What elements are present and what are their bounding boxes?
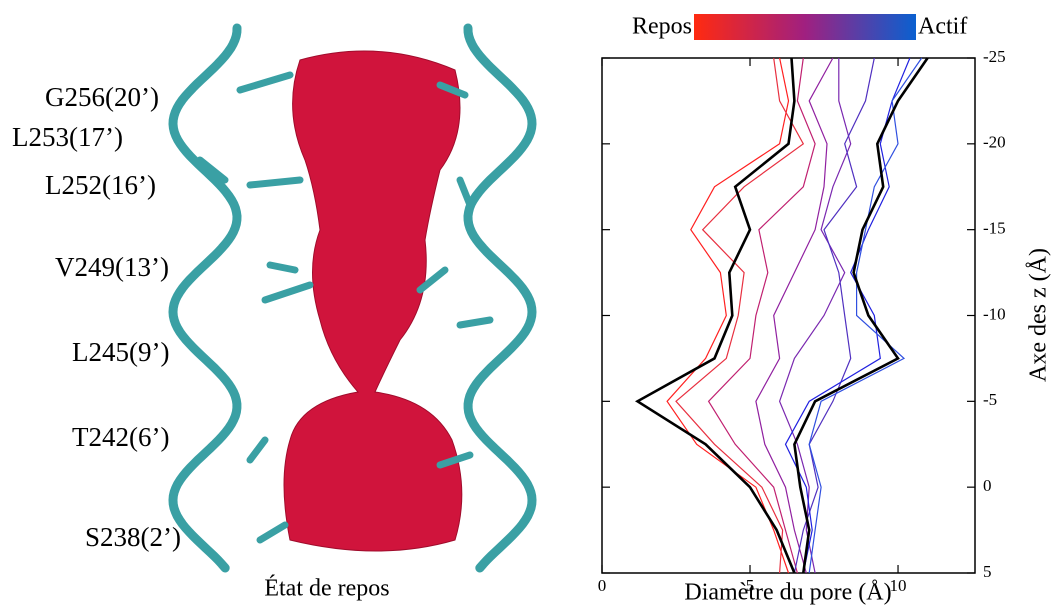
- side-chain: [436, 81, 469, 99]
- profile-line: [808, 57, 923, 574]
- side-chain: [266, 261, 299, 274]
- side-chain: [246, 436, 269, 464]
- pore-image: [168, 23, 537, 573]
- profile-line: [707, 57, 816, 574]
- colorbar-left-label: Repos: [632, 14, 692, 40]
- x-axis-label: Diamètre du pore (Å): [684, 580, 891, 606]
- colorbar: [694, 14, 916, 40]
- profile-line: [755, 57, 834, 574]
- profile-line: [634, 57, 796, 574]
- side-chain: [256, 521, 289, 544]
- residue-label: L245(9’): [72, 337, 169, 367]
- side-chain: [416, 266, 449, 294]
- x-tick-label: 5: [746, 576, 755, 595]
- side-chain: [236, 71, 294, 94]
- y-tick-label: -10: [983, 304, 1006, 323]
- residue-label: L253(17’): [12, 122, 123, 152]
- x-tick-label: 10: [890, 576, 907, 595]
- y-axis-label: Axe des z (Å): [1026, 248, 1052, 382]
- profile-line: [784, 57, 911, 574]
- side-chain: [196, 156, 229, 184]
- caption: État de repos: [264, 576, 389, 602]
- y-tick-label: 5: [983, 562, 992, 581]
- y-tick-label: -20: [983, 133, 1006, 152]
- profile-line: [666, 57, 790, 574]
- profile-line: [675, 57, 805, 574]
- residue-label: S238(2’): [85, 522, 181, 552]
- y-tick-label: -5: [983, 390, 997, 409]
- side-chain: [246, 176, 304, 189]
- profile-line: [793, 57, 875, 574]
- residue-label: L252(16’): [45, 170, 156, 200]
- side-chain: [436, 451, 474, 469]
- pore-surface: [283, 50, 463, 552]
- profile-line: [778, 58, 852, 574]
- y-tick-label: -15: [983, 219, 1006, 238]
- side-chain: [456, 176, 474, 209]
- y-tick-label: 0: [983, 476, 992, 495]
- colorbar-right-label: Actif: [918, 14, 967, 40]
- residue-label: T242(6’): [72, 422, 169, 452]
- x-tick-label: 0: [598, 576, 607, 595]
- y-tick-label: -25: [983, 47, 1006, 66]
- residue-label: V249(13’): [55, 252, 169, 282]
- residue-label: G256(20’): [45, 82, 159, 112]
- side-chain: [261, 281, 314, 304]
- helix: [463, 23, 537, 573]
- profile-line: [793, 57, 929, 574]
- helix: [168, 23, 242, 573]
- side-chain: [456, 316, 494, 329]
